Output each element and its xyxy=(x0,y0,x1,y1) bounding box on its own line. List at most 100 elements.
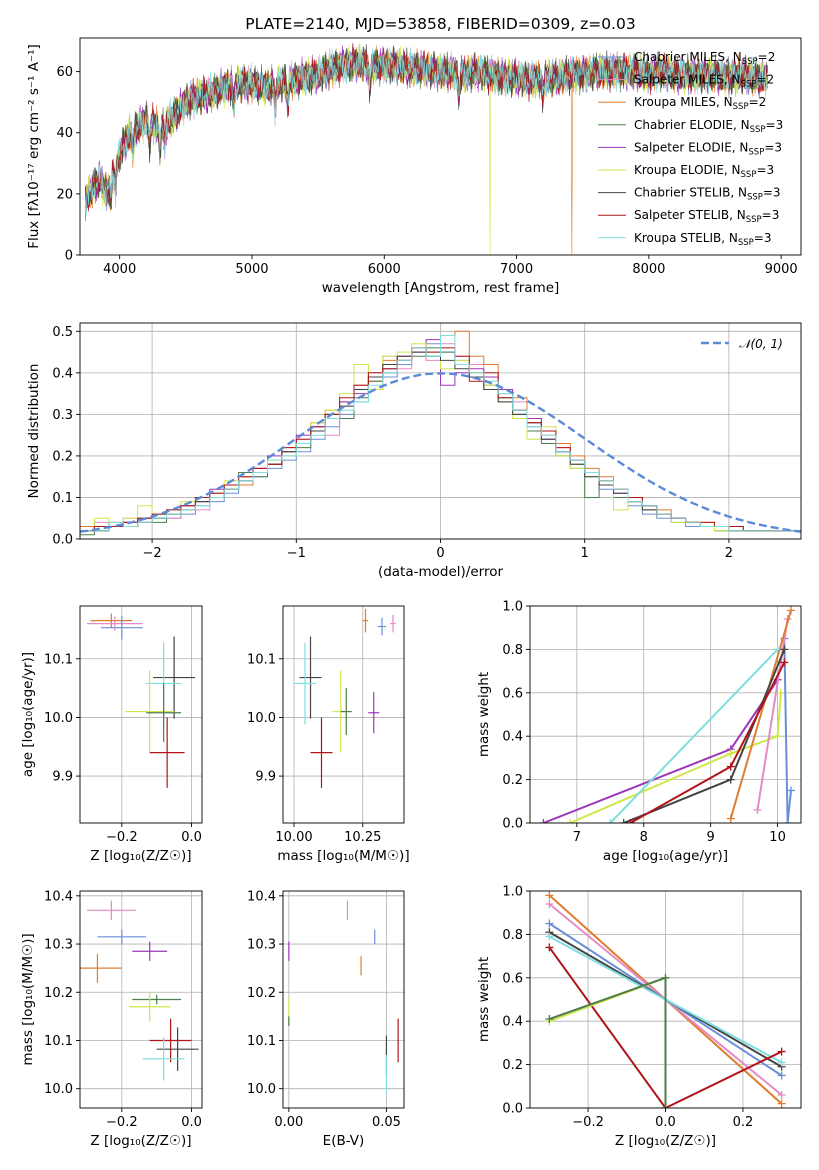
chart-title: PLATE=2140, MJD=53858, FIBERID=0309, z=0… xyxy=(245,15,635,33)
y-tick-label: 10.1 xyxy=(247,1034,276,1049)
legend-entry-label: Kroupa ELODIE, N xyxy=(634,163,741,177)
mass-weight-marker xyxy=(545,919,554,928)
legend-entry: Kroupa MILES, NSSP=2 xyxy=(634,95,766,112)
mass-weight-line xyxy=(729,610,792,819)
mass-weight-marker xyxy=(777,1099,786,1108)
plot-area xyxy=(539,606,795,823)
axes-frame xyxy=(529,605,802,824)
x-tick-label: −0.2 xyxy=(572,1115,604,1130)
axes-frame xyxy=(79,37,802,256)
y-tick-label: 0.1 xyxy=(52,491,73,506)
x-tick-label: 0.0 xyxy=(655,1115,676,1130)
y-tick-label: 1.0 xyxy=(502,885,523,900)
x-tick-label: 9 xyxy=(707,830,715,845)
mass-weight-line xyxy=(609,648,779,823)
legend-entry: Salpeter MILES, NSSP=2 xyxy=(634,73,774,90)
legend-entry-value: =2 xyxy=(758,50,776,64)
legend-entry-label: Chabrier ELODIE, N xyxy=(634,118,750,132)
mass-weight-marker xyxy=(753,805,762,814)
error-bar-point xyxy=(390,614,396,633)
legend-entry-value: =3 xyxy=(766,118,784,132)
mass-weight-vs-age-panel: 7 8 9 10 0.0 0.2 0.4 0.6 0.8 1.0 age [log₁₀(age/yr… xyxy=(476,600,802,864)
y-tick-label: 0 xyxy=(65,249,73,264)
y-tick-label: 0.6 xyxy=(502,971,523,986)
error-bar-point xyxy=(125,670,175,753)
plot-area xyxy=(545,891,786,1108)
x-tick-label: 9000 xyxy=(765,262,798,277)
legend-entry-subscript: SSP xyxy=(747,193,763,203)
legend-entry-label: Salpeter ELODIE, N xyxy=(634,140,748,154)
mass-weight-marker xyxy=(780,658,789,667)
grid-lines xyxy=(283,606,404,823)
error-bar-point xyxy=(340,688,352,736)
legend-entry: Salpeter ELODIE, NSSP=3 xyxy=(634,140,782,157)
x-tick-label: 10 xyxy=(769,830,786,845)
legend-entry-label: Salpeter MILES, N xyxy=(634,73,741,87)
plot-area xyxy=(86,613,196,788)
mass-weight-marker xyxy=(786,786,795,795)
x-axis-label: Z [log₁₀(Z/Z☉)] xyxy=(90,1133,191,1149)
mass-weight-marker xyxy=(566,819,575,823)
x-axis-label: (data-model)/error xyxy=(378,564,504,580)
y-axis-label: Normed distribution xyxy=(26,364,42,499)
y-axis-label: mass weight xyxy=(476,957,492,1042)
error-bar-point xyxy=(149,717,185,788)
axes-frame xyxy=(282,890,405,1109)
y-tick-label: 0.8 xyxy=(502,643,523,658)
axes-frame xyxy=(282,605,405,824)
y-axis-label: mass weight xyxy=(476,672,492,757)
mass-weight-marker xyxy=(777,1090,786,1099)
error-bar-point xyxy=(294,642,316,725)
x-axis-label: age [log₁₀(age/yr)] xyxy=(603,848,728,864)
error-bar-point xyxy=(97,929,147,945)
legend-entry-subscript: SSP xyxy=(741,170,757,180)
legend-entry: Salpeter STELIB, NSSP=3 xyxy=(634,208,779,225)
mass-weight-marker xyxy=(726,749,735,758)
legend-entry-subscript: SSP xyxy=(733,102,749,112)
y-tick-label: 10.1 xyxy=(44,1034,73,1049)
error-bar-point xyxy=(146,683,182,743)
y-tick-label: 10.3 xyxy=(44,938,73,953)
legend-entry-value: =3 xyxy=(756,163,774,177)
mass-weight-series xyxy=(606,645,782,823)
y-tick-label: 0.6 xyxy=(502,686,523,701)
mass-weight-marker xyxy=(619,819,628,823)
error-bar-point xyxy=(310,717,333,788)
x-tick-label: 5000 xyxy=(235,262,268,277)
y-tick-label: 0.0 xyxy=(502,1102,523,1117)
y-tick-label: 10.0 xyxy=(247,711,276,726)
y-tick-label: 0.5 xyxy=(52,325,73,340)
error-bar-point xyxy=(86,900,136,920)
y-tick-label: 40 xyxy=(56,126,73,141)
x-tick-label: 4000 xyxy=(103,262,136,277)
mass-weight-marker xyxy=(545,1015,554,1024)
error-bar-point xyxy=(377,617,387,636)
plot-area xyxy=(294,608,396,788)
mass-weight-marker xyxy=(777,1071,786,1080)
x-tick-label: 0.05 xyxy=(372,1115,401,1130)
y-tick-label: 60 xyxy=(56,65,73,80)
plot-area xyxy=(80,900,199,1081)
mass-weight-marker xyxy=(783,819,792,823)
y-tick-label: 10.1 xyxy=(44,652,73,667)
mass-weight-marker xyxy=(545,943,554,952)
x-tick-label: 7000 xyxy=(500,262,533,277)
error-bar-point xyxy=(142,1037,185,1081)
x-axis-label: Z [log₁₀(Z/Z☉)] xyxy=(615,1133,716,1149)
plot-area xyxy=(288,900,399,1094)
mass-weight-marker xyxy=(545,891,554,900)
legend-entry-label: Salpeter STELIB, N xyxy=(634,208,746,222)
mass-weight-line xyxy=(756,618,789,811)
mass-weight-series xyxy=(566,688,785,823)
legend-entry: Kroupa STELIB, NSSP=3 xyxy=(634,231,772,248)
mass-weight-marker xyxy=(726,814,735,823)
mass-weight-marker xyxy=(776,688,785,697)
age-vs-metallicity-panel: −0.2 0.0 9.9 10.0 10.1 Z [log₁₀(Z/Z☉)] age [lo… xyxy=(20,605,203,864)
residuals-histogram-panel: −2 −1 0 1 2 0.0 0.1 0.2 0.3 0.4 0.5 (data-model)/er… xyxy=(26,322,802,580)
y-tick-label: 0.8 xyxy=(502,928,523,943)
y-axis-label: mass [log₁₀(M/M☉)] xyxy=(20,933,36,1065)
mass-weight-line xyxy=(548,946,783,1108)
legend-entry-value: =2 xyxy=(756,73,774,87)
